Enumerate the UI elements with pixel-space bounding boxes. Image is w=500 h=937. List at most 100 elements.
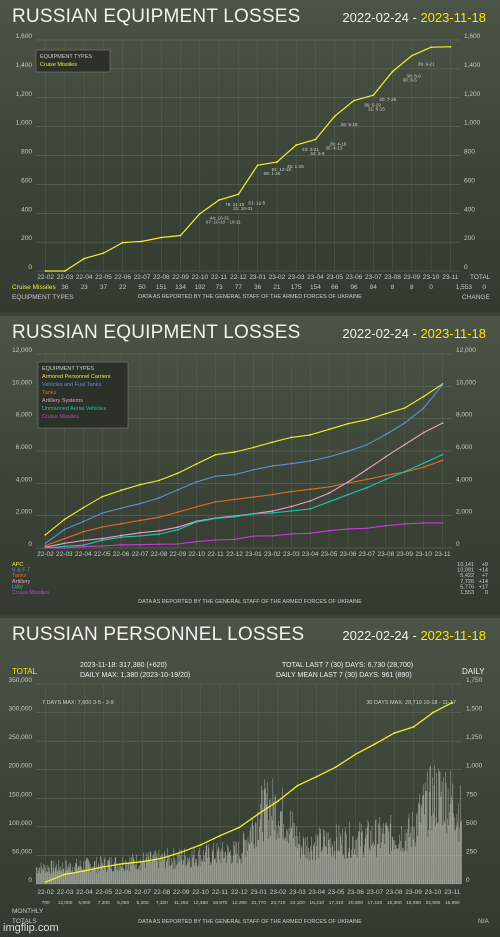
data-point	[195, 520, 198, 523]
daily-bar	[90, 872, 92, 884]
daily-bar	[251, 842, 252, 884]
daily-bar	[147, 860, 148, 884]
y-tick-label: 250,000	[9, 734, 33, 741]
panel1-date-end: 2023-11-18	[420, 10, 486, 25]
daily-bar	[45, 867, 46, 884]
monthly-value: 12,360	[193, 900, 208, 906]
daily-bar	[347, 858, 348, 884]
daily-bar	[149, 861, 150, 884]
y-tick-label: 200,000	[9, 763, 33, 770]
monthly-value: 192	[194, 284, 205, 291]
daily-bar	[44, 873, 46, 884]
data-point-cruise-missiles	[449, 45, 452, 48]
daily-bar	[225, 851, 226, 884]
daily-bar	[456, 813, 458, 884]
data-point	[328, 456, 330, 458]
data-point	[158, 543, 160, 546]
y-tick-label: 100,000	[9, 820, 33, 827]
data-point	[176, 528, 179, 531]
data-point	[366, 527, 368, 530]
daily-bar	[125, 869, 127, 884]
daily-bar	[360, 846, 361, 884]
daily-bar	[447, 788, 449, 884]
monthly-value: 7,320	[156, 900, 168, 906]
y-tick-label-right: 1,750	[466, 677, 483, 684]
x-tick-label: 22-04	[75, 551, 92, 558]
data-point	[328, 428, 330, 431]
data-point	[422, 431, 425, 434]
daily-bar	[168, 855, 169, 884]
daily-bar	[296, 848, 298, 884]
daily-bar	[197, 867, 198, 884]
x-tick-label: 23-09	[396, 551, 413, 558]
data-point	[403, 407, 406, 409]
legend-entry: Armored Personnel Carriers	[42, 374, 111, 380]
data-point	[63, 547, 66, 549]
daily-bar	[101, 857, 102, 884]
annotation-label: 36: 5-29	[364, 102, 381, 107]
chart1-legend-box	[35, 49, 111, 73]
daily-bar	[296, 826, 297, 884]
daily-bar	[384, 844, 386, 884]
data-point-cruise-missiles	[141, 240, 143, 243]
daily-bar	[258, 839, 259, 884]
data-point	[441, 453, 444, 456]
data-point	[347, 481, 349, 483]
daily-bar	[396, 848, 398, 884]
daily-bar	[453, 812, 454, 884]
daily-bar	[102, 862, 103, 884]
daily-bar	[83, 861, 84, 884]
daily-bar	[404, 850, 405, 884]
daily-bar	[185, 866, 187, 884]
daily-bar	[216, 843, 218, 884]
daily-bar	[400, 850, 402, 884]
x-tick-label: 22-02	[37, 274, 54, 281]
daily-bar	[116, 869, 117, 884]
data-point	[195, 463, 198, 465]
daily-bar	[414, 846, 416, 884]
totals-label: V & F T	[12, 568, 31, 574]
daily-bar	[441, 791, 442, 884]
daily-bar	[389, 854, 390, 884]
daily-bar	[59, 870, 61, 884]
data-point	[63, 542, 66, 545]
daily-bar	[257, 839, 259, 884]
daily-bar	[367, 819, 369, 884]
daily-bar	[277, 820, 279, 884]
daily-bar	[335, 824, 337, 884]
chart1-footer-label: EQUIPMENT TYPES	[12, 294, 74, 301]
daily-bar	[183, 859, 185, 884]
daily-bar	[294, 836, 296, 884]
daily-bar	[365, 828, 367, 884]
daily-bar	[141, 863, 143, 884]
daily-bar	[246, 850, 248, 884]
chart3-totals-suffix: N/A	[478, 918, 490, 925]
monthly-value: 5,800	[78, 900, 90, 906]
x-tick-label: 23-05	[328, 889, 345, 896]
data-point	[176, 472, 179, 475]
daily-bar	[286, 828, 287, 884]
data-point	[120, 489, 122, 492]
daily-bar	[102, 864, 104, 884]
y-tick-label-right: 1,600	[464, 33, 481, 40]
daily-bar	[118, 863, 120, 884]
daily-bar	[443, 777, 444, 884]
daily-bar	[190, 867, 191, 884]
daily-bar	[420, 803, 422, 884]
x-tick-label: 22-03	[57, 889, 74, 896]
data-point	[139, 483, 141, 486]
monthly-value: 175	[291, 284, 302, 291]
data-point	[271, 493, 274, 496]
daily-bar	[227, 844, 228, 884]
daily-bar	[438, 768, 439, 884]
y-tick-label: 8,000	[16, 412, 33, 419]
data-point	[214, 453, 217, 456]
data-point	[309, 488, 312, 491]
daily-bar	[372, 843, 373, 884]
daily-bar	[263, 841, 264, 884]
data-point-cumulative	[451, 701, 454, 704]
chart3-info-line3: TOTAL LAST 7 (30) DAYS: 6,730 (28,700)	[282, 662, 413, 669]
daily-bar	[432, 777, 433, 884]
daily-bar	[391, 851, 392, 884]
daily-bar	[100, 856, 101, 884]
